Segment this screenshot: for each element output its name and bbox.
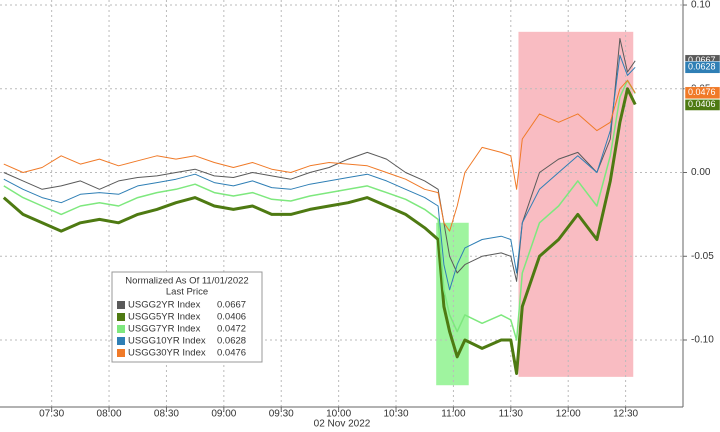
legend-subtitle: Last Price xyxy=(166,287,208,298)
legend-label: USGG7YR Index xyxy=(128,324,201,335)
x-tick-label: 09:00 xyxy=(211,409,236,420)
highlight-region xyxy=(436,222,469,386)
y-tick-label: 0.10 xyxy=(691,0,711,11)
x-tick-label: 10:30 xyxy=(384,409,409,420)
series-line xyxy=(3,79,636,341)
y-tick-label: -0.05 xyxy=(691,251,714,262)
legend-value: 0.0406 xyxy=(217,312,246,323)
legend-label: USGG5YR Index xyxy=(128,312,201,323)
x-tick-label: 12:30 xyxy=(613,409,638,420)
x-tick-label: 08:00 xyxy=(97,409,122,420)
highlight-region xyxy=(518,31,634,377)
legend-box xyxy=(111,271,263,363)
legend-swatch xyxy=(117,337,125,345)
legend-label: USGG30YR Index xyxy=(128,348,206,359)
legend-swatch xyxy=(117,301,125,309)
x-tick-label: 10:00 xyxy=(326,409,351,420)
x-tick-label: 09:30 xyxy=(269,409,294,420)
y-tick-label: 0.00 xyxy=(691,167,711,178)
legend-label: USGG10YR Index xyxy=(128,336,206,347)
legend-swatch xyxy=(117,313,125,321)
legend-value: 0.0667 xyxy=(217,300,246,311)
y-tick-label: -0.10 xyxy=(691,335,714,346)
last-value-tag: 0.0406 xyxy=(684,98,720,111)
legend-label: USGG2YR Index xyxy=(128,300,201,311)
last-value-box xyxy=(684,86,720,100)
last-value-label: 0.0628 xyxy=(688,62,716,72)
series-line xyxy=(2,87,637,375)
x-tick-label: 07:30 xyxy=(39,409,64,420)
legend-title: Normalized As Of 11/01/2022 xyxy=(125,276,248,287)
last-value-tag: 0.0628 xyxy=(684,61,720,74)
last-value-tag: 0.0476 xyxy=(684,86,720,100)
last-value-label: 0.0406 xyxy=(688,99,716,109)
x-tick-label: 11:00 xyxy=(441,409,466,420)
series-line xyxy=(3,38,636,282)
legend-value: 0.0472 xyxy=(217,324,246,335)
x-tick-label: 08:30 xyxy=(154,409,179,420)
x-tick-label: 12:00 xyxy=(556,409,581,420)
series-line xyxy=(3,54,636,291)
last-value-box xyxy=(684,61,720,74)
x-tick-label: 11:30 xyxy=(499,409,524,420)
legend-swatch xyxy=(117,325,125,333)
last-value-label: 0.0667 xyxy=(688,55,716,65)
legend-value: 0.0476 xyxy=(217,348,246,359)
legend-swatch xyxy=(117,349,125,357)
last-value-label: 0.0476 xyxy=(688,87,716,97)
legend-value: 0.0628 xyxy=(217,336,246,347)
x-axis-label: 02 Nov 2022 xyxy=(314,419,371,430)
series-line xyxy=(3,79,636,232)
